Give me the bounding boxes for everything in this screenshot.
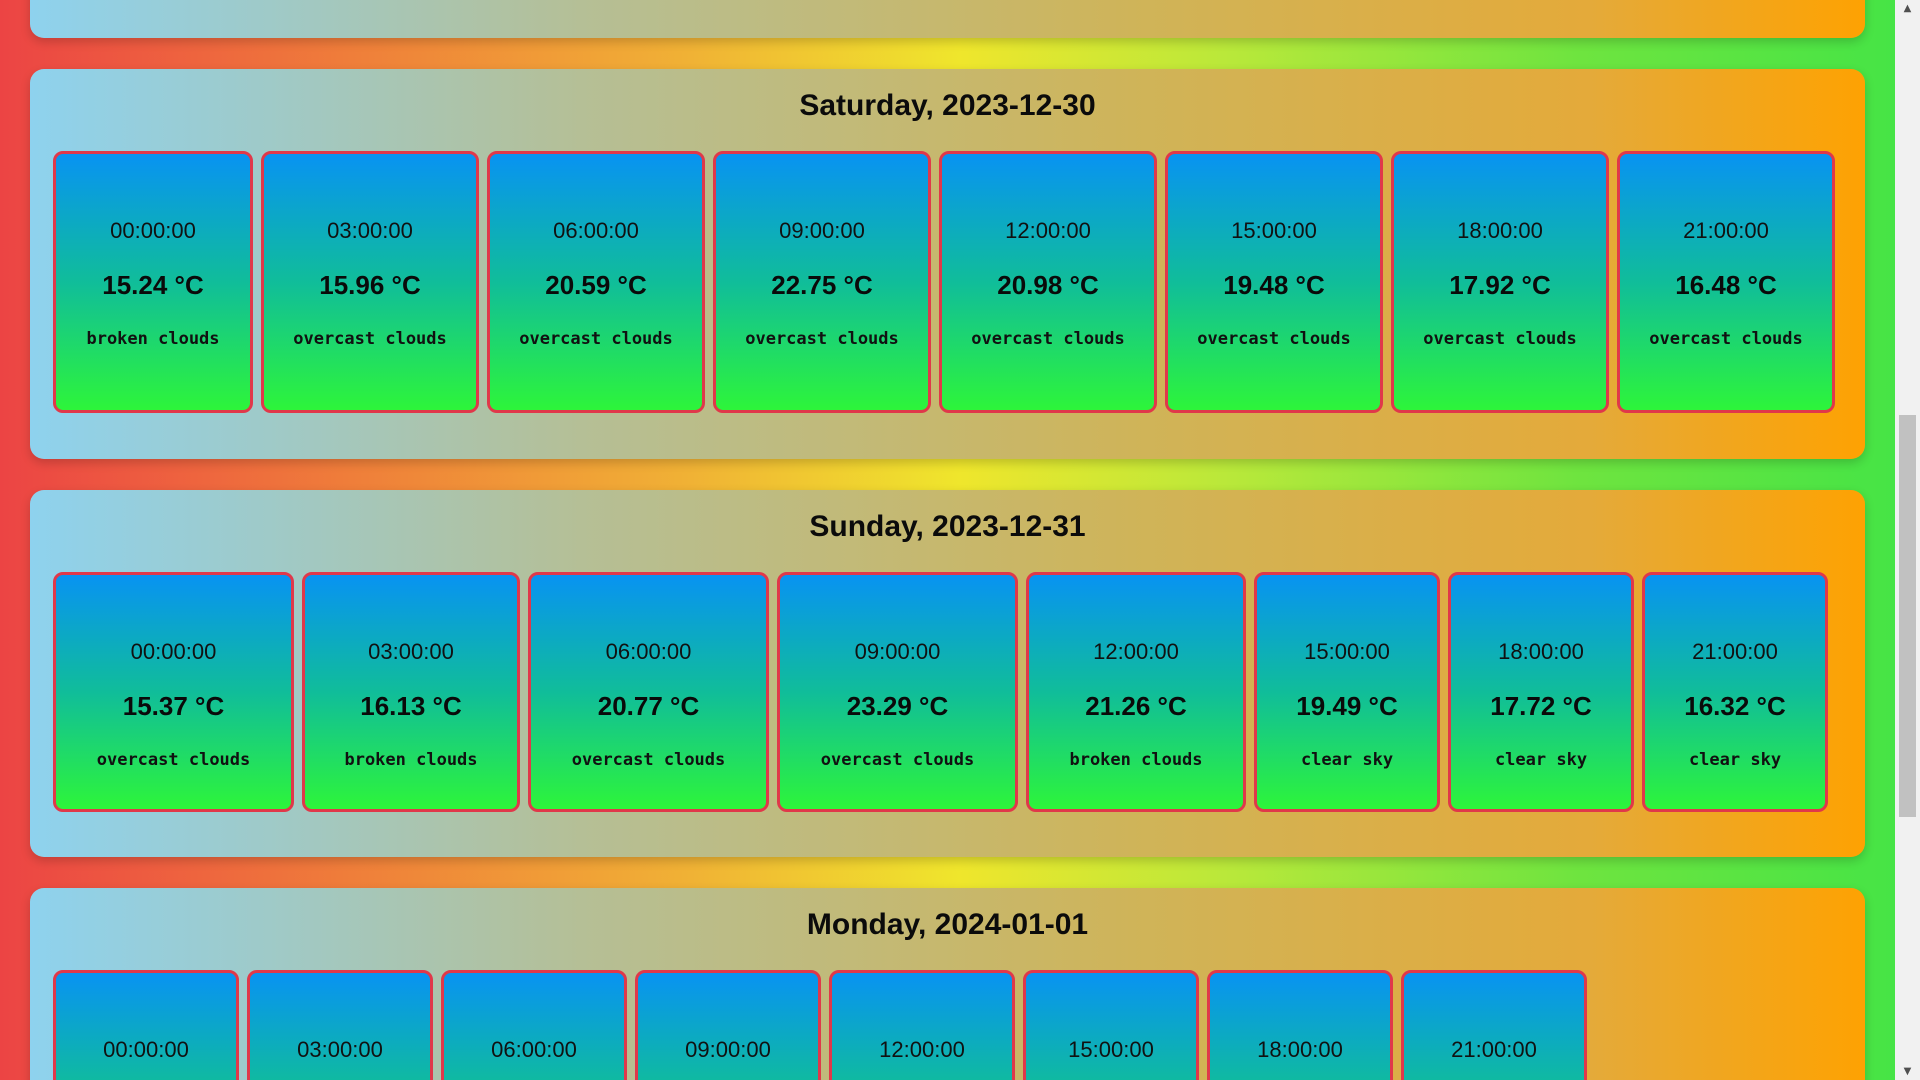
forecast-time: 18:00:00 [1457, 218, 1543, 243]
forecast-time: 00:00:00 [103, 1037, 189, 1062]
forecast-time: 12:00:00 [1005, 218, 1091, 243]
forecast-time: 15:00:00 [1068, 1037, 1154, 1062]
forecast-description: overcast clouds [1649, 329, 1803, 349]
forecast-card: 15:00:00 [1023, 970, 1199, 1080]
scroll-down-arrow-icon[interactable]: ▼ [1903, 1066, 1912, 1077]
forecast-time: 18:00:00 [1257, 1037, 1343, 1062]
forecast-card: 06:00:00 20.77 °C overcast clouds [528, 572, 769, 812]
forecast-card: 15:00:00 19.49 °C clear sky [1254, 572, 1440, 812]
forecast-time: 12:00:00 [1093, 639, 1179, 664]
forecast-temperature: 19.49 °C [1296, 691, 1398, 721]
forecast-description: broken clouds [344, 750, 478, 770]
forecast-time: 06:00:00 [605, 639, 692, 664]
forecast-card: 12:00:00 20.98 °C overcast clouds [939, 151, 1157, 413]
forecast-card-row: 00:00:00 15.24 °C broken clouds 03:00:00… [53, 151, 1835, 413]
forecast-card: 21:00:00 [1401, 970, 1587, 1080]
forecast-card: 00:00:00 [53, 970, 239, 1080]
forecast-temperature: 16.32 °C [1684, 691, 1786, 721]
forecast-card: 21:00:00 16.48 °C overcast clouds [1617, 151, 1835, 413]
day-title: Sunday, 2023-12-31 [809, 510, 1086, 543]
day-section-saturday: Saturday, 2023-12-30 00:00:00 15.24 °C b… [30, 69, 1865, 459]
forecast-temperature: 16.48 °C [1675, 270, 1777, 300]
forecast-temperature: 16.13 °C [360, 691, 462, 721]
forecast-card: 12:00:00 [829, 970, 1015, 1080]
day-section-sunday: Sunday, 2023-12-31 00:00:00 15.37 °C ove… [30, 490, 1865, 857]
forecast-description: clear sky [1300, 750, 1394, 770]
forecast-card: 18:00:00 17.92 °C overcast clouds [1391, 151, 1609, 413]
forecast-time: 21:00:00 [1692, 639, 1778, 664]
forecast-time: 18:00:00 [1498, 639, 1584, 664]
day-title: Monday, 2024-01-01 [806, 908, 1089, 941]
forecast-time: 15:00:00 [1304, 639, 1390, 664]
forecast-time: 21:00:00 [1451, 1037, 1537, 1062]
forecast-description: overcast clouds [1197, 329, 1351, 349]
forecast-card: 03:00:00 16.13 °C broken clouds [302, 572, 520, 812]
forecast-temperature: 17.92 °C [1449, 270, 1551, 300]
forecast-card: 18:00:00 17.72 °C clear sky [1448, 572, 1634, 812]
day-section-monday: Monday, 2024-01-01 00:00:00 03:00:00 06:… [30, 888, 1865, 1080]
forecast-time: 06:00:00 [491, 1037, 577, 1062]
forecast-temperature: 15.24 °C [102, 270, 204, 300]
vertical-scrollbar[interactable]: ▲ ▼ [1895, 0, 1920, 1080]
forecast-card: 09:00:00 22.75 °C overcast clouds [713, 151, 931, 413]
forecast-time: 00:00:00 [130, 639, 217, 664]
forecast-card: 12:00:00 21.26 °C broken clouds [1026, 572, 1246, 812]
forecast-temperature: 22.75 °C [771, 270, 873, 300]
forecast-time: 21:00:00 [1683, 218, 1769, 243]
forecast-temperature: 15.96 °C [319, 270, 421, 300]
day-section-previous [30, 0, 1865, 38]
forecast-time: 12:00:00 [879, 1037, 965, 1062]
forecast-card: 18:00:00 [1207, 970, 1393, 1080]
scroll-up-arrow-icon[interactable]: ▲ [1903, 3, 1912, 14]
forecast-card-row: 00:00:00 03:00:00 06:00:00 09:00:00 12:0… [53, 970, 1587, 1080]
forecast-temperature: 23.29 °C [846, 691, 949, 721]
forecast-time: 15:00:00 [1231, 218, 1317, 243]
forecast-card: 00:00:00 15.37 °C overcast clouds [53, 572, 294, 812]
forecast-time: 06:00:00 [553, 218, 639, 243]
forecast-description: overcast clouds [1423, 329, 1577, 349]
forecast-description: broken clouds [1069, 750, 1203, 770]
forecast-description: overcast clouds [293, 329, 447, 349]
forecast-temperature: 15.37 °C [122, 691, 225, 721]
forecast-description: clear sky [1494, 750, 1588, 770]
day-title: Saturday, 2023-12-30 [799, 89, 1096, 122]
forecast-card: 03:00:00 [247, 970, 433, 1080]
scrollbar-thumb[interactable] [1899, 415, 1916, 817]
forecast-time: 00:00:00 [110, 218, 196, 243]
forecast-card: 09:00:00 [635, 970, 821, 1080]
forecast-time: 03:00:00 [368, 639, 454, 664]
forecast-card: 06:00:00 20.59 °C overcast clouds [487, 151, 705, 413]
forecast-time: 09:00:00 [779, 218, 865, 243]
forecast-description: overcast clouds [571, 750, 726, 770]
forecast-temperature: 19.48 °C [1223, 270, 1325, 300]
forecast-description: overcast clouds [971, 329, 1125, 349]
forecast-card: 00:00:00 15.24 °C broken clouds [53, 151, 253, 413]
forecast-card: 06:00:00 [441, 970, 627, 1080]
forecast-description: broken clouds [86, 329, 220, 349]
forecast-card-row: 00:00:00 15.37 °C overcast clouds 03:00:… [53, 572, 1828, 812]
forecast-time: 03:00:00 [327, 218, 413, 243]
forecast-card: 03:00:00 15.96 °C overcast clouds [261, 151, 479, 413]
forecast-time: 09:00:00 [854, 639, 941, 664]
forecast-description: overcast clouds [96, 750, 251, 770]
forecast-temperature: 20.98 °C [997, 270, 1099, 300]
forecast-description: overcast clouds [820, 750, 975, 770]
forecast-temperature: 20.59 °C [545, 270, 647, 300]
forecast-card: 15:00:00 19.48 °C overcast clouds [1165, 151, 1383, 413]
forecast-temperature: 21.26 °C [1085, 691, 1187, 721]
forecast-description: clear sky [1688, 750, 1782, 770]
forecast-temperature: 20.77 °C [597, 691, 700, 721]
forecast-description: overcast clouds [519, 329, 673, 349]
forecast-temperature: 17.72 °C [1490, 691, 1592, 721]
forecast-time: 09:00:00 [685, 1037, 771, 1062]
forecast-description: overcast clouds [745, 329, 899, 349]
forecast-card: 21:00:00 16.32 °C clear sky [1642, 572, 1828, 812]
forecast-card: 09:00:00 23.29 °C overcast clouds [777, 572, 1018, 812]
forecast-time: 03:00:00 [297, 1037, 383, 1062]
